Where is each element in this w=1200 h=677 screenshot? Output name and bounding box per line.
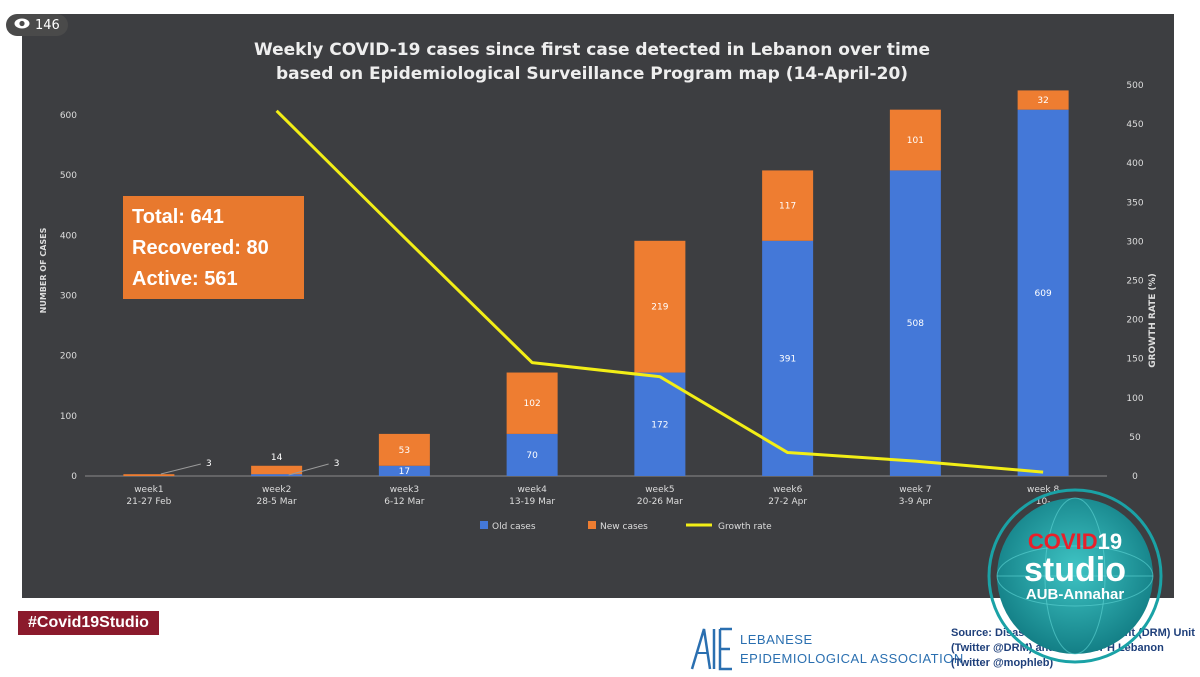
view-count: 146 xyxy=(35,17,60,33)
y2-tick-label: 500 xyxy=(1126,81,1143,91)
data-label-old: 3 xyxy=(334,459,340,469)
x-tick-week: week 8 xyxy=(1027,485,1060,495)
bar-old-cases xyxy=(1017,109,1069,476)
view-count-badge: 146 xyxy=(6,14,68,36)
bar-new-cases xyxy=(889,109,941,171)
y2-tick-label: 300 xyxy=(1126,237,1143,247)
x-tick-week: week2 xyxy=(262,485,291,495)
summary-total: Total: 641 xyxy=(132,206,224,228)
y-axis-title: NUMBER OF CASES xyxy=(39,227,48,313)
covid19-studio-logo: COVID19 studio AUB-Annahar xyxy=(985,486,1165,666)
studio-logo-text: COVID19 studio AUB-Annahar xyxy=(985,530,1165,604)
data-label-new: 53 xyxy=(399,446,410,456)
y2-tick-label: 400 xyxy=(1126,159,1143,169)
lea-logo: LEBANESE EPIDEMIOLOGICAL ASSOCIATION xyxy=(688,625,963,673)
bar-old-cases xyxy=(634,372,686,476)
y2-tick-label: 50 xyxy=(1129,433,1141,443)
data-label-old: 609 xyxy=(1035,289,1052,299)
studio-partner: AUB-Annahar xyxy=(1025,586,1125,603)
data-label-new: 219 xyxy=(651,303,668,313)
y2-tick-label: 0 xyxy=(1132,472,1138,482)
bar-old-cases xyxy=(378,465,430,476)
bar-new-cases xyxy=(1017,90,1069,110)
data-label-new: 14 xyxy=(271,453,283,463)
bar-new-cases xyxy=(378,433,430,466)
y-tick-label: 400 xyxy=(60,231,77,241)
x-tick-week: week3 xyxy=(390,485,419,495)
legend-old-cases-label: Old cases xyxy=(492,522,536,532)
x-tick-dates: 21-27 Feb xyxy=(126,497,171,507)
data-label-old: 391 xyxy=(779,354,796,364)
bar-new-cases xyxy=(251,465,303,475)
callout-line xyxy=(160,463,201,475)
y2-tick-label: 450 xyxy=(1126,120,1143,130)
data-label-old: 70 xyxy=(526,451,538,461)
lea-mark-icon xyxy=(690,627,732,671)
data-label-new: 117 xyxy=(779,202,796,212)
x-tick-week: week4 xyxy=(517,485,547,495)
bar-new-cases xyxy=(634,240,686,373)
weekly-cases-chart: 0100200300400500600050100150200250300350… xyxy=(39,81,1158,532)
y2-tick-label: 200 xyxy=(1126,316,1143,326)
y2-tick-label: 350 xyxy=(1126,198,1143,208)
growth-rate-line xyxy=(275,109,1044,474)
x-tick-week: week 7 xyxy=(899,485,931,495)
data-label-old: 17 xyxy=(399,467,410,477)
x-tick-dates: 10- xyxy=(1036,497,1051,507)
data-label-old: 172 xyxy=(651,420,668,430)
x-tick-dates: 3-9 Apr xyxy=(899,497,932,507)
legend-old-cases-swatch xyxy=(480,521,488,529)
x-tick-dates: 6-12 Mar xyxy=(384,497,425,507)
chart-title: Weekly COVID-19 cases since first case d… xyxy=(142,38,1042,86)
x-tick-dates: 20-26 Mar xyxy=(637,497,683,507)
bar-old-cases xyxy=(889,170,941,476)
y2-tick-label: 250 xyxy=(1126,277,1143,287)
studio-19-word: 19 xyxy=(1097,529,1123,554)
x-tick-week: week6 xyxy=(773,485,803,495)
studio-covid-word: COVID xyxy=(1027,529,1098,554)
chart-slide: Weekly COVID-19 cases since first case d… xyxy=(22,14,1174,598)
data-label-new: 3 xyxy=(206,459,212,469)
summary-box: Total: 641 Recovered: 80 Active: 561 xyxy=(123,196,304,299)
y-tick-label: 0 xyxy=(71,472,77,482)
x-tick-week: week1 xyxy=(134,485,163,495)
bar-new-cases xyxy=(762,170,814,241)
lea-name-line1: LEBANESE xyxy=(740,632,813,647)
y2-tick-label: 100 xyxy=(1126,394,1143,404)
summary-active: Active: 561 xyxy=(132,268,238,290)
legend-new-cases-label: New cases xyxy=(600,522,648,532)
studio-word: studio xyxy=(1024,551,1126,589)
x-tick-week: week5 xyxy=(645,485,674,495)
callout-line xyxy=(288,463,329,476)
eye-icon xyxy=(14,18,30,33)
y-tick-label: 200 xyxy=(60,352,77,362)
y2-tick-label: 150 xyxy=(1126,355,1143,365)
y-tick-label: 100 xyxy=(60,412,77,422)
data-label-new: 102 xyxy=(524,399,541,409)
data-label-new: 32 xyxy=(1037,96,1048,106)
lea-name-line2: EPIDEMIOLOGICAL ASSOCIATION xyxy=(740,651,964,666)
bar-old-cases xyxy=(251,474,303,476)
data-label-new: 101 xyxy=(907,136,924,146)
hashtag-banner: #Covid19Studio xyxy=(18,611,159,635)
legend-new-cases-swatch xyxy=(588,521,596,529)
x-tick-dates: 13-19 Mar xyxy=(509,497,555,507)
x-tick-dates: 28-5 Mar xyxy=(256,497,297,507)
bar-old-cases xyxy=(762,240,814,476)
chart-title-line1: Weekly COVID-19 cases since first case d… xyxy=(253,40,931,60)
summary-recovered: Recovered: 80 xyxy=(132,237,269,259)
chart-title-line2: based on Epidemiological Surveillance Pr… xyxy=(275,64,909,84)
bar-new-cases xyxy=(506,372,558,434)
y-tick-label: 300 xyxy=(60,292,77,302)
legend-growth-rate-label: Growth rate xyxy=(718,522,772,532)
bar-old-cases xyxy=(506,433,558,476)
y2-axis-title: GROWTH RATE (%) xyxy=(1148,273,1158,368)
y-tick-label: 500 xyxy=(60,171,77,181)
data-label-old: 508 xyxy=(907,319,924,329)
bar-new-cases xyxy=(123,474,175,476)
x-tick-dates: 27-2 Apr xyxy=(768,497,807,507)
globe-icon xyxy=(987,488,1163,664)
y-tick-label: 600 xyxy=(60,111,77,121)
